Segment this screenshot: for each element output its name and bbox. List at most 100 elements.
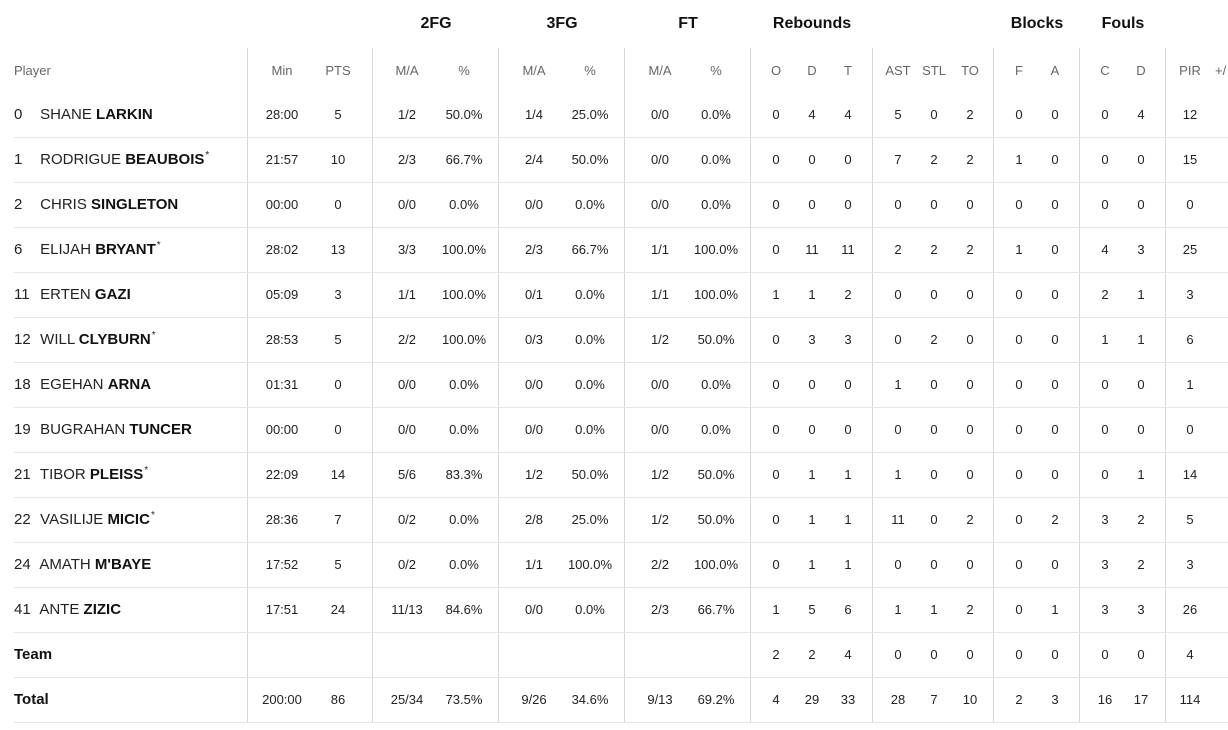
col-header-stl[interactable]: STL bbox=[922, 63, 946, 78]
player-last-name: ZIZIC bbox=[83, 601, 122, 618]
stat-o: 1 bbox=[772, 602, 780, 617]
stat-pir: 3 bbox=[1186, 287, 1194, 302]
column-divider bbox=[1165, 48, 1166, 723]
table-row: 21 TIBOR PLEISS* 22:09 14 5/6 83.3% 1/2 50.0% 1… bbox=[14, 453, 1228, 498]
total-label: Total bbox=[14, 691, 49, 708]
stat-stl: 0 bbox=[930, 197, 938, 212]
col-header-blk-a[interactable]: A bbox=[1050, 63, 1060, 78]
stat-fd: 0 bbox=[1137, 647, 1145, 662]
column-divider bbox=[498, 48, 499, 723]
player-name-link[interactable]: 6 ELIJAH BRYANT* bbox=[14, 228, 161, 272]
col-header-foul-c[interactable]: C bbox=[1100, 63, 1110, 78]
stat-fc: 2 bbox=[1101, 287, 1109, 302]
stat-bf: 0 bbox=[1015, 512, 1023, 527]
player-name-link[interactable]: 18 EGEHAN ARNA bbox=[14, 363, 152, 407]
stat-min bbox=[262, 633, 302, 677]
player-name-link[interactable]: 2 CHRIS SINGLETON bbox=[14, 183, 179, 227]
stat-ba: 0 bbox=[1051, 647, 1059, 662]
stat-fg2: 11/13 bbox=[391, 602, 423, 617]
stat-bf: 0 bbox=[1015, 422, 1023, 437]
player-number: 21 bbox=[14, 466, 31, 483]
stat-fg2p: 0.0% bbox=[449, 557, 479, 572]
col-header-reb-d[interactable]: D bbox=[807, 63, 817, 78]
col-header-foul-d[interactable]: D bbox=[1136, 63, 1146, 78]
stat-bf: 0 bbox=[1015, 377, 1023, 392]
col-header-ast[interactable]: AST bbox=[885, 63, 911, 78]
player-last-name: TUNCER bbox=[129, 421, 192, 438]
player-last-name: SINGLETON bbox=[91, 196, 179, 213]
stat-fg2 bbox=[387, 633, 427, 677]
stat-o: 0 bbox=[772, 467, 780, 482]
player-name-link[interactable]: 0 SHANE LARKIN bbox=[14, 93, 154, 137]
stat-bf: 0 bbox=[1015, 467, 1023, 482]
col-header-3fg-pct[interactable]: % bbox=[584, 63, 596, 78]
col-header-pir[interactable]: PIR bbox=[1179, 63, 1201, 78]
stat-fg3p: 0.0% bbox=[575, 602, 605, 617]
stat-to: 0 bbox=[966, 647, 974, 662]
stat-t: 33 bbox=[840, 692, 856, 707]
stat-fd: 2 bbox=[1137, 512, 1145, 527]
stat-ba: 0 bbox=[1051, 287, 1059, 302]
stat-pts: 86 bbox=[330, 692, 346, 707]
stat-ft: 1/2 bbox=[650, 467, 670, 482]
col-header-2fg-pct[interactable]: % bbox=[458, 63, 470, 78]
player-first-name: RODRIGUE bbox=[40, 151, 122, 168]
stat-pts: 3 bbox=[334, 287, 342, 302]
stat-fg3p bbox=[560, 633, 620, 677]
stat-t: 1 bbox=[844, 557, 852, 572]
col-header-min[interactable]: Min bbox=[271, 63, 293, 78]
col-header-to[interactable]: TO bbox=[961, 63, 979, 78]
stat-fg3: 9/26 bbox=[521, 692, 547, 707]
player-name-link[interactable]: 24 AMATH M'BAYE bbox=[14, 543, 152, 587]
stat-to: 2 bbox=[966, 602, 974, 617]
stat-min: 01:31 bbox=[265, 377, 299, 392]
stat-fg2p: 50.0% bbox=[445, 107, 483, 122]
player-name-link[interactable]: 1 RODRIGUE BEAUBOIS* bbox=[14, 138, 209, 182]
player-first-name: ANTE bbox=[39, 601, 80, 618]
stat-stl: 0 bbox=[930, 377, 938, 392]
col-header-reb-o[interactable]: O bbox=[770, 63, 782, 78]
stat-fc: 3 bbox=[1101, 512, 1109, 527]
col-header-blk-f[interactable]: F bbox=[1015, 63, 1023, 78]
stat-fg2: 0/0 bbox=[397, 422, 417, 437]
stat-fd: 17 bbox=[1133, 692, 1149, 707]
player-last-name: ARNA bbox=[107, 376, 152, 393]
col-header-3fg-ma[interactable]: M/A bbox=[522, 63, 546, 78]
stat-stl: 1 bbox=[930, 602, 938, 617]
stat-ft: 1/2 bbox=[650, 332, 670, 347]
stat-d: 1 bbox=[808, 512, 816, 527]
stat-fg3: 0/0 bbox=[524, 377, 544, 392]
col-header-reb-t[interactable]: T bbox=[844, 63, 852, 78]
stat-t: 4 bbox=[844, 107, 852, 122]
stat-fg3p: 66.7% bbox=[571, 242, 609, 257]
player-last-name: BEAUBOIS bbox=[125, 151, 205, 168]
team-row: Team 2 2 4 0 0 0 0 0 0 0 4 bbox=[14, 633, 1228, 678]
stat-fg2p: 73.5% bbox=[445, 692, 483, 707]
col-header-ft-ma[interactable]: M/A bbox=[648, 63, 672, 78]
col-header-2fg-ma[interactable]: M/A bbox=[395, 63, 419, 78]
stat-pts: 14 bbox=[330, 467, 346, 482]
player-name-link[interactable]: 41 ANTE ZIZIC bbox=[14, 588, 122, 632]
stat-d: 0 bbox=[808, 422, 816, 437]
stat-ftp bbox=[686, 633, 746, 677]
stat-fg3p: 0.0% bbox=[575, 287, 605, 302]
col-header-ft-pct[interactable]: % bbox=[710, 63, 722, 78]
stat-bf: 0 bbox=[1015, 602, 1023, 617]
stat-stl: 2 bbox=[930, 332, 938, 347]
player-number: 41 bbox=[14, 601, 31, 618]
col-header-pts[interactable]: PTS bbox=[325, 63, 351, 78]
stat-fc: 4 bbox=[1101, 242, 1109, 257]
col-header-player[interactable]: Player bbox=[14, 63, 51, 78]
stat-ba: 0 bbox=[1051, 557, 1059, 572]
col-header-plus-minus[interactable]: +/ bbox=[1215, 63, 1227, 78]
player-name-link[interactable]: 21 TIBOR PLEISS* bbox=[14, 453, 148, 497]
stat-pir: 1 bbox=[1186, 377, 1194, 392]
stat-min: 200:00 bbox=[262, 692, 302, 707]
player-name-link[interactable]: 22 VASILIJE MICIC* bbox=[14, 498, 155, 542]
stat-ast: 28 bbox=[890, 692, 906, 707]
player-number: 0 bbox=[14, 106, 23, 123]
player-name-link[interactable]: 11 ERTEN GAZI bbox=[14, 273, 132, 317]
player-first-name: SHANE bbox=[40, 106, 92, 123]
player-name-link[interactable]: 12 WILL CLYBURN* bbox=[14, 318, 156, 362]
player-name-link[interactable]: 19 BUGRAHAN TUNCER bbox=[14, 408, 193, 452]
